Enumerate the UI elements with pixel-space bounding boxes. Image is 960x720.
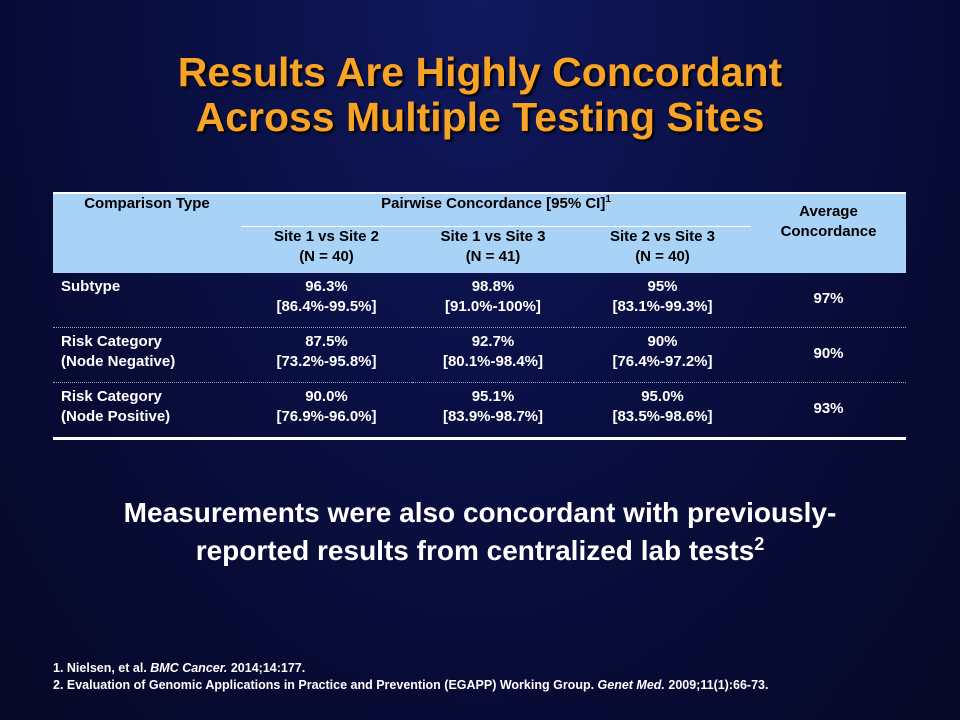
title-line-2: Across Multiple Testing Sites: [195, 94, 765, 140]
title-line-1: Results Are Highly Concordant: [177, 49, 783, 95]
table-cell: 90% [76.4%-97.2%]: [574, 327, 751, 383]
header-pairwise-concordance: Pairwise Concordance [95% CI]1: [241, 194, 751, 227]
summary-line-1: Measurements were also concordant with p…: [123, 497, 837, 528]
row-label: Subtype: [53, 273, 241, 328]
header-comparison-type: Comparison Type: [53, 194, 241, 273]
average-cell: 90%: [751, 327, 906, 383]
summary-statement: Measurements were also concordant with p…: [0, 494, 960, 570]
footnote-2-marker: 2: [754, 534, 765, 554]
table-cell: 95.0% [83.5%-98.6%]: [612, 388, 713, 425]
row-label: Risk Category (Node Negative): [53, 327, 241, 383]
table-row: Risk Category (Node Negative) 87.5% [73.2%…: [53, 327, 906, 383]
table-cell: 95.1% [83.9%-98.7%]: [442, 388, 544, 425]
slide-title: Results Are Highly Concordant Across Mul…: [0, 50, 960, 140]
table-header-row-1: Comparison Type Pairwise Concordance [95…: [53, 194, 906, 273]
table-cell: 87.5% [73.2%-95.8%]: [241, 327, 412, 383]
table-cell: 92.7% [80.1%-98.4%]: [412, 327, 574, 383]
references: 1. Nielsen, et al. BMC Cancer. 2014;14:1…: [53, 660, 887, 694]
reference-1: 1. Nielsen, et al. BMC Cancer. 2014;14:1…: [53, 661, 306, 675]
table-cell: 95% [83.1%-99.3%]: [574, 273, 751, 328]
average-cell: 93%: [813, 400, 844, 417]
table-cell: 90.0% [76.9%-96.0%]: [276, 388, 377, 425]
table-row: Risk Category (Node Positive) 90.0% [76.9%…: [53, 383, 906, 438]
row-label: Risk Category (Node Positive): [61, 388, 171, 425]
summary-line-2: reported results from centralized lab te…: [195, 534, 765, 566]
concordance-table: Comparison Type Pairwise Concordance [95…: [53, 192, 906, 440]
header-site2-vs-site3: Site 2 vs Site 3 (N = 40): [574, 226, 751, 273]
footnote-1-marker: 1: [605, 194, 611, 205]
table-cell: 98.8% [91.0%-100%]: [412, 273, 574, 328]
header-site1-vs-site2: Site 1 vs Site 2 (N = 40): [241, 226, 412, 273]
header-average-concordance: Average Concordance: [751, 194, 906, 273]
header-site1-vs-site3: Site 1 vs Site 3 (N = 41): [412, 226, 574, 273]
table-row: Subtype 96.3% [86.4%-99.5%] 98.8% [91.0%-1…: [53, 273, 906, 328]
average-cell: 97%: [751, 273, 906, 328]
table-header-row-2: Site 1 vs Site 2 (N = 40) Site 1 vs Site …: [53, 226, 906, 273]
reference-2: 2. Evaluation of Genomic Applications in…: [53, 678, 769, 692]
table-cell: 96.3% [86.4%-99.5%]: [241, 273, 412, 328]
